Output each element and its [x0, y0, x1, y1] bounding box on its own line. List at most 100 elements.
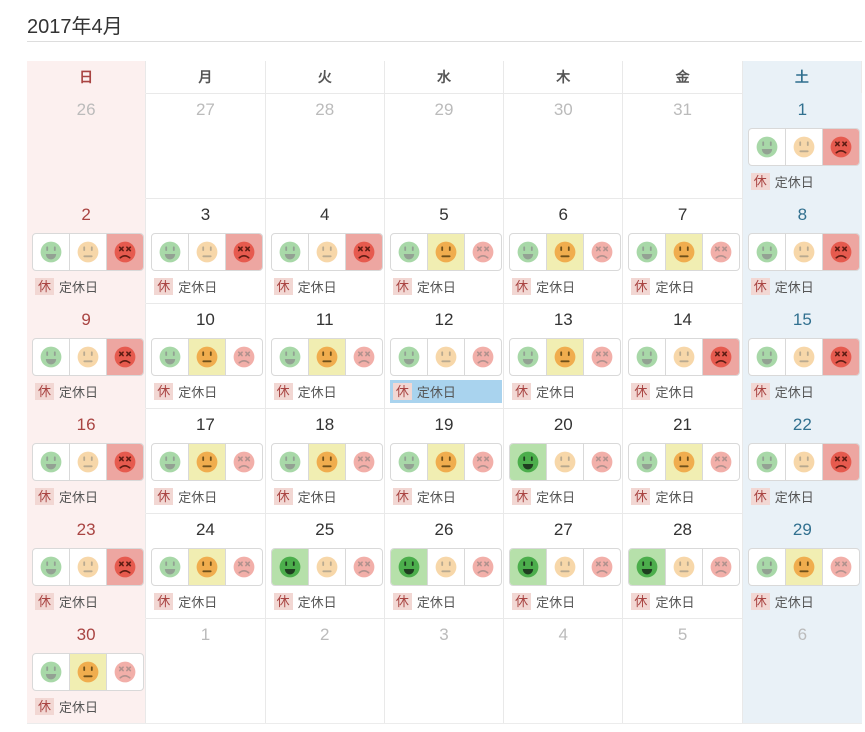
- day-cell[interactable]: 9 休定休日: [27, 303, 147, 408]
- neutral-face-icon[interactable]: [427, 444, 465, 480]
- day-cell[interactable]: 8 休定休日: [742, 198, 862, 303]
- neutral-face-icon[interactable]: [427, 234, 465, 270]
- neutral-face-icon[interactable]: [785, 549, 823, 585]
- neutral-face-icon[interactable]: [786, 234, 823, 270]
- neutral-face-icon[interactable]: [70, 654, 107, 690]
- neutral-face-icon[interactable]: [189, 444, 227, 480]
- neutral-face-icon[interactable]: [666, 339, 704, 375]
- neutral-face-icon[interactable]: [309, 234, 346, 270]
- neutral-face-icon[interactable]: [666, 549, 704, 585]
- happy-face-icon[interactable]: [152, 549, 190, 585]
- happy-face-icon[interactable]: [749, 339, 786, 375]
- day-cell[interactable]: 5 休定休日: [384, 198, 505, 303]
- angry-face-icon[interactable]: [703, 234, 739, 270]
- day-cell[interactable]: 2 休定休日: [27, 198, 147, 303]
- day-cell[interactable]: 16 休定休日: [27, 408, 147, 513]
- neutral-face-icon[interactable]: [70, 549, 107, 585]
- happy-face-icon[interactable]: [749, 129, 786, 165]
- angry-face-icon[interactable]: [465, 549, 501, 585]
- day-cell[interactable]: 18 休定休日: [265, 408, 385, 513]
- neutral-face-icon[interactable]: [189, 234, 227, 270]
- day-cell[interactable]: 12 休定休日: [384, 303, 505, 408]
- day-cell[interactable]: 3 休定休日: [146, 198, 266, 303]
- happy-face-icon[interactable]: [33, 444, 70, 480]
- neutral-face-icon[interactable]: [428, 339, 465, 375]
- day-cell[interactable]: 14 休定休日: [623, 303, 743, 408]
- angry-face-icon[interactable]: [107, 339, 143, 375]
- happy-face-icon[interactable]: [391, 444, 428, 480]
- angry-face-icon[interactable]: [107, 654, 143, 690]
- angry-face-icon[interactable]: [346, 339, 382, 375]
- happy-face-icon[interactable]: [152, 234, 190, 270]
- angry-face-icon[interactable]: [584, 234, 620, 270]
- neutral-face-icon[interactable]: [786, 339, 823, 375]
- happy-face-icon[interactable]: [271, 549, 309, 585]
- happy-face-icon[interactable]: [390, 549, 428, 585]
- happy-face-icon[interactable]: [510, 339, 548, 375]
- day-cell[interactable]: 17 休定休日: [146, 408, 266, 513]
- angry-face-icon[interactable]: [107, 444, 143, 480]
- angry-face-icon[interactable]: [226, 339, 262, 375]
- neutral-face-icon[interactable]: [547, 444, 585, 480]
- happy-face-icon[interactable]: [510, 549, 548, 585]
- day-cell[interactable]: 29 休定休日: [742, 513, 862, 618]
- happy-face-icon[interactable]: [33, 234, 70, 270]
- happy-face-icon[interactable]: [749, 444, 786, 480]
- angry-face-icon[interactable]: [822, 234, 859, 270]
- happy-face-icon[interactable]: [749, 234, 786, 270]
- angry-face-icon[interactable]: [226, 549, 262, 585]
- neutral-face-icon[interactable]: [547, 339, 585, 375]
- happy-face-icon[interactable]: [629, 549, 667, 585]
- neutral-face-icon[interactable]: [786, 444, 823, 480]
- neutral-face-icon[interactable]: [308, 339, 346, 375]
- neutral-face-icon[interactable]: [666, 444, 704, 480]
- angry-face-icon[interactable]: [703, 339, 740, 375]
- neutral-face-icon[interactable]: [70, 234, 107, 270]
- angry-face-icon[interactable]: [823, 549, 859, 585]
- neutral-face-icon[interactable]: [428, 549, 465, 585]
- angry-face-icon[interactable]: [822, 444, 859, 480]
- day-cell[interactable]: 24 休定休日: [146, 513, 266, 618]
- angry-face-icon[interactable]: [345, 234, 382, 270]
- happy-face-icon[interactable]: [272, 444, 309, 480]
- day-cell[interactable]: 30 休定休日: [27, 618, 147, 723]
- angry-face-icon[interactable]: [465, 339, 501, 375]
- angry-face-icon[interactable]: [584, 549, 620, 585]
- day-cell[interactable]: 6 休定休日: [504, 198, 624, 303]
- day-cell[interactable]: 15 休定休日: [742, 303, 862, 408]
- neutral-face-icon[interactable]: [70, 339, 107, 375]
- happy-face-icon[interactable]: [152, 444, 190, 480]
- day-cell[interactable]: 7 休定休日: [623, 198, 743, 303]
- angry-face-icon[interactable]: [822, 339, 859, 375]
- day-cell[interactable]: 13 休定休日: [504, 303, 624, 408]
- neutral-face-icon[interactable]: [70, 444, 107, 480]
- angry-face-icon[interactable]: [107, 234, 143, 270]
- day-cell[interactable]: 28 休定休日: [623, 513, 743, 618]
- angry-face-icon[interactable]: [107, 549, 143, 585]
- angry-face-icon[interactable]: [465, 234, 501, 270]
- angry-face-icon[interactable]: [822, 129, 859, 165]
- angry-face-icon[interactable]: [346, 444, 382, 480]
- day-cell[interactable]: 23 休定休日: [27, 513, 147, 618]
- happy-face-icon[interactable]: [629, 339, 667, 375]
- day-cell[interactable]: 26 休定休日: [384, 513, 505, 618]
- day-cell[interactable]: 11 休定休日: [265, 303, 385, 408]
- day-cell[interactable]: 20 休定休日: [504, 408, 624, 513]
- angry-face-icon[interactable]: [584, 339, 620, 375]
- happy-face-icon[interactable]: [510, 444, 548, 480]
- neutral-face-icon[interactable]: [189, 339, 227, 375]
- neutral-face-icon[interactable]: [666, 234, 704, 270]
- happy-face-icon[interactable]: [33, 549, 70, 585]
- day-cell[interactable]: 19 休定休日: [384, 408, 505, 513]
- angry-face-icon[interactable]: [584, 444, 620, 480]
- day-cell[interactable]: 4 休定休日: [265, 198, 385, 303]
- neutral-face-icon[interactable]: [547, 234, 585, 270]
- day-cell[interactable]: 22 休定休日: [742, 408, 862, 513]
- neutral-face-icon[interactable]: [786, 129, 823, 165]
- happy-face-icon[interactable]: [391, 339, 428, 375]
- day-cell[interactable]: 1 休定休日: [742, 93, 862, 198]
- happy-face-icon[interactable]: [272, 234, 309, 270]
- happy-face-icon[interactable]: [510, 234, 548, 270]
- neutral-face-icon[interactable]: [547, 549, 585, 585]
- neutral-face-icon[interactable]: [189, 549, 227, 585]
